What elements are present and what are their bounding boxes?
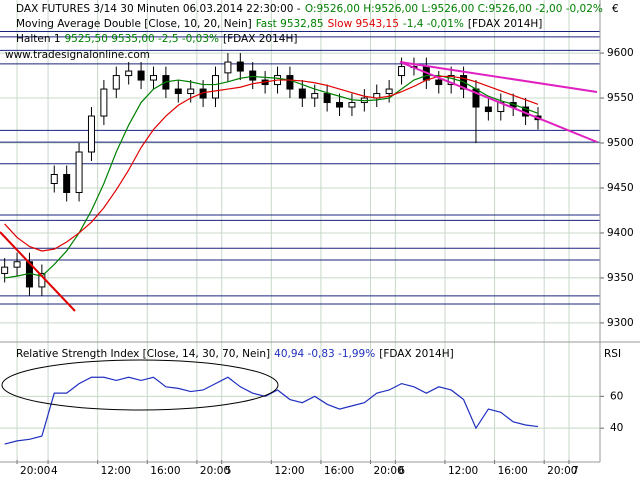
candle-body [447, 75, 455, 86]
candle-body [112, 75, 120, 90]
ma-line [4, 74, 539, 279]
header-line: Moving Average Double [Close, 10, 20, Ne… [16, 18, 542, 30]
candle-body [398, 66, 406, 77]
y-tick-label: 9500 [607, 137, 634, 149]
candle-body [311, 93, 319, 99]
indicator-values: 9525,50 9535,00 -2,5 -0,03% [65, 33, 220, 45]
indicator-label: Relative Strength Index [Close, 14, 30, … [16, 348, 270, 360]
candle-body [1, 266, 9, 274]
candle-body [323, 93, 331, 104]
y-tick-label: 40 [610, 422, 623, 434]
header-line: Relative Strength Index [Close, 14, 30, … [16, 348, 454, 360]
candle-body [187, 88, 195, 95]
candle-body [100, 88, 108, 117]
candle-body [249, 70, 257, 81]
candle-body [336, 102, 344, 108]
x-tick-label: 16:00 [498, 465, 528, 477]
candle-body [174, 88, 182, 95]
candle-body [137, 70, 145, 81]
x-tick-label: 20:00 [374, 465, 404, 477]
y-tick-label: 60 [610, 390, 623, 402]
x-tick-label: 12:00 [448, 465, 478, 477]
currency-label: € [612, 3, 619, 15]
header-line: Halten 1 9525,50 9535,00 -2,5 -0,03% [FDAX… [16, 33, 297, 45]
candle-body [286, 75, 294, 90]
x-tick-label: 12:00 [274, 465, 304, 477]
candle-body [435, 79, 443, 86]
candle-body [50, 173, 58, 184]
x-tick-label: 4 [51, 465, 58, 477]
candle-body [63, 173, 71, 193]
symbol: [FDAX 2014H] [223, 33, 297, 45]
ma-line [4, 75, 539, 252]
candle-body [385, 88, 393, 95]
y-tick-label: 9300 [607, 317, 634, 329]
legend-entry: Slow 9543,15 [328, 18, 399, 30]
candle-body [348, 102, 356, 108]
x-tick-label: 5 [225, 465, 232, 477]
indicator-label: Moving Average Double [Close, 10, 20, Ne… [16, 18, 252, 30]
y-tick-label: 9350 [607, 272, 634, 284]
trend-line [0, 231, 76, 312]
x-tick-label: 12:00 [101, 465, 131, 477]
quote: O:9526,00 H:9526,00 L:9526,00 C:9526,00 … [305, 3, 603, 15]
candle-body [212, 75, 220, 99]
trend-line [399, 61, 598, 93]
candle-body [298, 88, 306, 99]
x-tick-label: 6 [398, 465, 405, 477]
candle-body [75, 151, 83, 193]
y-tick-label: 9450 [607, 182, 634, 194]
symbol: [FDAX 2014H] [379, 348, 453, 360]
candle-body [125, 70, 133, 77]
x-tick-label: 16:00 [150, 465, 180, 477]
annotation-ellipse [1, 359, 279, 411]
x-tick-label: 20:00 [200, 465, 230, 477]
trend-line [399, 61, 598, 143]
header-line: DAX FUTURES 3/14 30 Minuten 06.03.2014 2… [16, 3, 603, 15]
y-tick-label: 9600 [607, 47, 634, 59]
y-tick-label: 9550 [607, 92, 634, 104]
candle-body [149, 75, 157, 81]
axis-label: RSI [604, 348, 621, 360]
x-tick-label: 20:00 [547, 465, 577, 477]
candle-body [87, 115, 95, 153]
candle-body [13, 261, 21, 268]
title: DAX FUTURES 3/14 30 Minuten 06.03.2014 2… [16, 3, 301, 15]
x-tick-label: 7 [572, 465, 579, 477]
x-tick-label: 16:00 [324, 465, 354, 477]
candle-body [224, 61, 232, 74]
legend-entry: Fast 9532,85 [256, 18, 324, 30]
indicator-values: 40,94 -0,83 -1,99% [274, 348, 375, 360]
symbol: [FDAX 2014H] [468, 18, 542, 30]
candle-body [484, 106, 492, 113]
watermark: www.tradesignalonline.com [5, 49, 150, 61]
y-tick-label: 9400 [607, 227, 634, 239]
candle-body [236, 61, 244, 72]
indicator-label: Halten 1 [16, 33, 61, 45]
x-tick-label: 20:00 [20, 465, 50, 477]
indicator-change: -1,4 -0,01% [403, 18, 464, 30]
